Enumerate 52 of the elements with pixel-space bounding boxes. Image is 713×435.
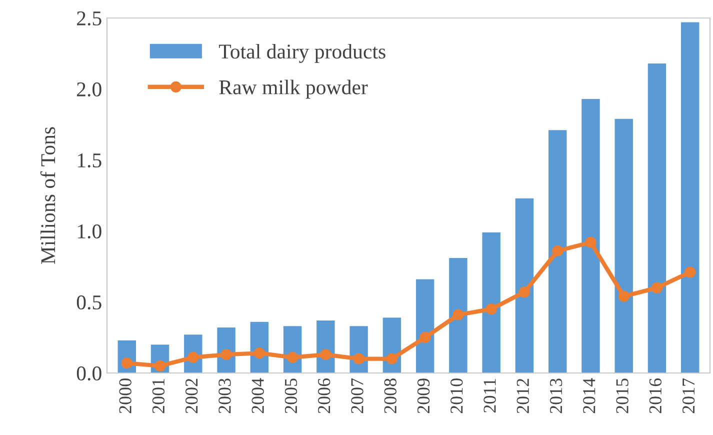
x-tick-label: 2011 — [484, 378, 496, 412]
x-tick-label: 2016 — [649, 378, 662, 414]
point — [518, 286, 530, 298]
x-tick-label: 2005 — [284, 378, 298, 414]
x-tick-label: 2000 — [119, 378, 132, 414]
point — [353, 353, 364, 364]
point — [618, 290, 630, 302]
point — [420, 332, 431, 344]
point — [320, 348, 332, 360]
y-tick-label: 2.0 — [77, 82, 102, 97]
bar — [416, 279, 434, 373]
bar — [648, 63, 666, 373]
x-tick-label: 2009 — [417, 378, 430, 414]
bar — [449, 258, 468, 373]
y-tick-label: 1.5 — [78, 153, 102, 168]
bar — [482, 232, 500, 373]
bar — [614, 118, 633, 373]
x-tick-label: 2014 — [583, 378, 596, 414]
x-tick-label: 2010 — [450, 378, 463, 414]
point — [651, 282, 663, 294]
point — [684, 266, 696, 278]
point — [254, 348, 265, 359]
bar — [681, 22, 700, 373]
x-tick-label: 2013 — [550, 378, 562, 414]
x-tick-label: 2004 — [252, 378, 264, 414]
y-tick-label: 2.5 — [77, 11, 102, 26]
x-tick-label: 2007 — [351, 378, 364, 414]
legend-label: Total dairy products — [219, 44, 386, 63]
bar — [548, 130, 567, 373]
point — [286, 352, 298, 363]
point — [552, 245, 564, 256]
point — [486, 304, 497, 315]
point — [585, 236, 596, 248]
bar — [582, 98, 600, 373]
point — [386, 353, 398, 364]
y-tick-label: 0.5 — [76, 295, 102, 310]
x-tick-label: 2006 — [318, 378, 330, 414]
point — [121, 358, 132, 369]
bar — [515, 198, 534, 373]
x-tick-label: 2003 — [218, 378, 231, 414]
x-tick-label: 2001 — [152, 378, 165, 414]
x-tick-label: 2012 — [516, 378, 529, 414]
x-tick-label: 2017 — [682, 378, 695, 414]
x-tick-label: 2008 — [384, 378, 396, 414]
y-tick-label: 0.0 — [76, 366, 102, 381]
point — [154, 360, 166, 372]
x-tick-label: 2015 — [616, 378, 628, 414]
legend-label: Raw milk powder — [219, 80, 368, 99]
y-tick-label: 1.0 — [78, 224, 102, 239]
x-tick-label: 2002 — [185, 378, 198, 414]
y-axis-title: Millions of Tons — [40, 127, 56, 264]
point — [452, 309, 464, 320]
